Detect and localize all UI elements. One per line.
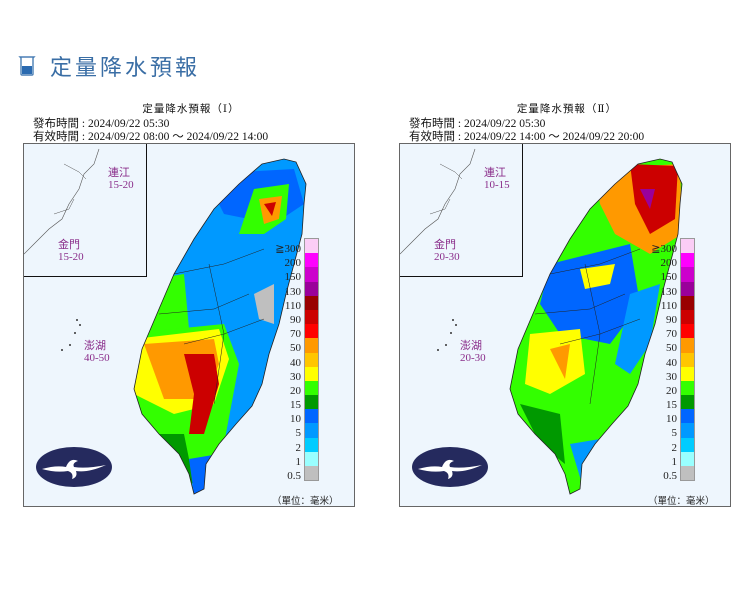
legend-labels: ≧300 200 150 130 110 90 70 50 40 30 20 15 10 5 2 1 0.5 (275, 243, 301, 482)
fujian-coastline (24, 148, 100, 255)
rainfall-map: 連江 15-20 金門 15-20 澎湖 40-50 ≧300 200 150 130 110… (23, 143, 355, 507)
panel-title: 定量降水預報（Ⅰ） (142, 103, 240, 115)
issue-time: 發布時間 : 2024/09/22 05:30 (33, 118, 170, 130)
panel-title: 定量降水預報（Ⅱ） (516, 103, 618, 115)
issue-time: 發布時間 : 2024/09/22 05:30 (409, 118, 546, 130)
outlying-islands-inset: 連江 10-15 金門 20-30 (400, 144, 523, 277)
penghu-label: 澎湖 20-30 (460, 340, 486, 364)
taiwan-rainfall-map-2 (509, 158, 683, 495)
qpf-panel-2: 定量降水預報（Ⅱ） 發布時間 : 2024/09/22 05:30 有效時間 :… (397, 98, 737, 510)
beaker-icon (18, 56, 36, 76)
kinmen-label: 金門 15-20 (58, 239, 84, 263)
color-scale-legend (304, 238, 319, 482)
page-title: 定量降水預報 (50, 56, 201, 81)
color-scale-legend (680, 238, 695, 482)
section-header: 定量降水預報 (18, 50, 200, 82)
legend-labels: ≧300 200 150 130 110 90 70 50 40 30 20 15 10 5 2 1 0.5 (651, 243, 677, 482)
valid-time: 有效時間 : 2024/09/22 08:00 ～ 2024/09/22 14:… (33, 131, 269, 143)
unit-label: （單位：毫米） (648, 496, 715, 507)
cwa-logo (36, 447, 112, 487)
outlying-islands-inset: 連江 15-20 金門 15-20 (24, 144, 147, 277)
unit-label: （單位：毫米） (272, 496, 339, 507)
valid-time: 有效時間 : 2024/09/22 14:00 ～ 2024/09/22 20:… (409, 131, 645, 143)
rainfall-map: 連江 10-15 金門 20-30 澎湖 20-30 ≧300 200 150 130 110… (399, 143, 731, 507)
matsu-label: 連江 15-20 (108, 167, 134, 191)
matsu-label: 連江 10-15 (484, 167, 510, 191)
kinmen-label: 金門 20-30 (434, 239, 460, 263)
qpf-panel-1: 定量降水預報（Ⅰ） 發布時間 : 2024/09/22 05:30 有效時間 :… (21, 98, 361, 510)
cwa-logo (412, 447, 488, 487)
penghu-label: 澎湖 40-50 (84, 340, 110, 364)
fujian-coastline (400, 148, 476, 255)
taiwan-rainfall-map-1 (133, 158, 307, 495)
